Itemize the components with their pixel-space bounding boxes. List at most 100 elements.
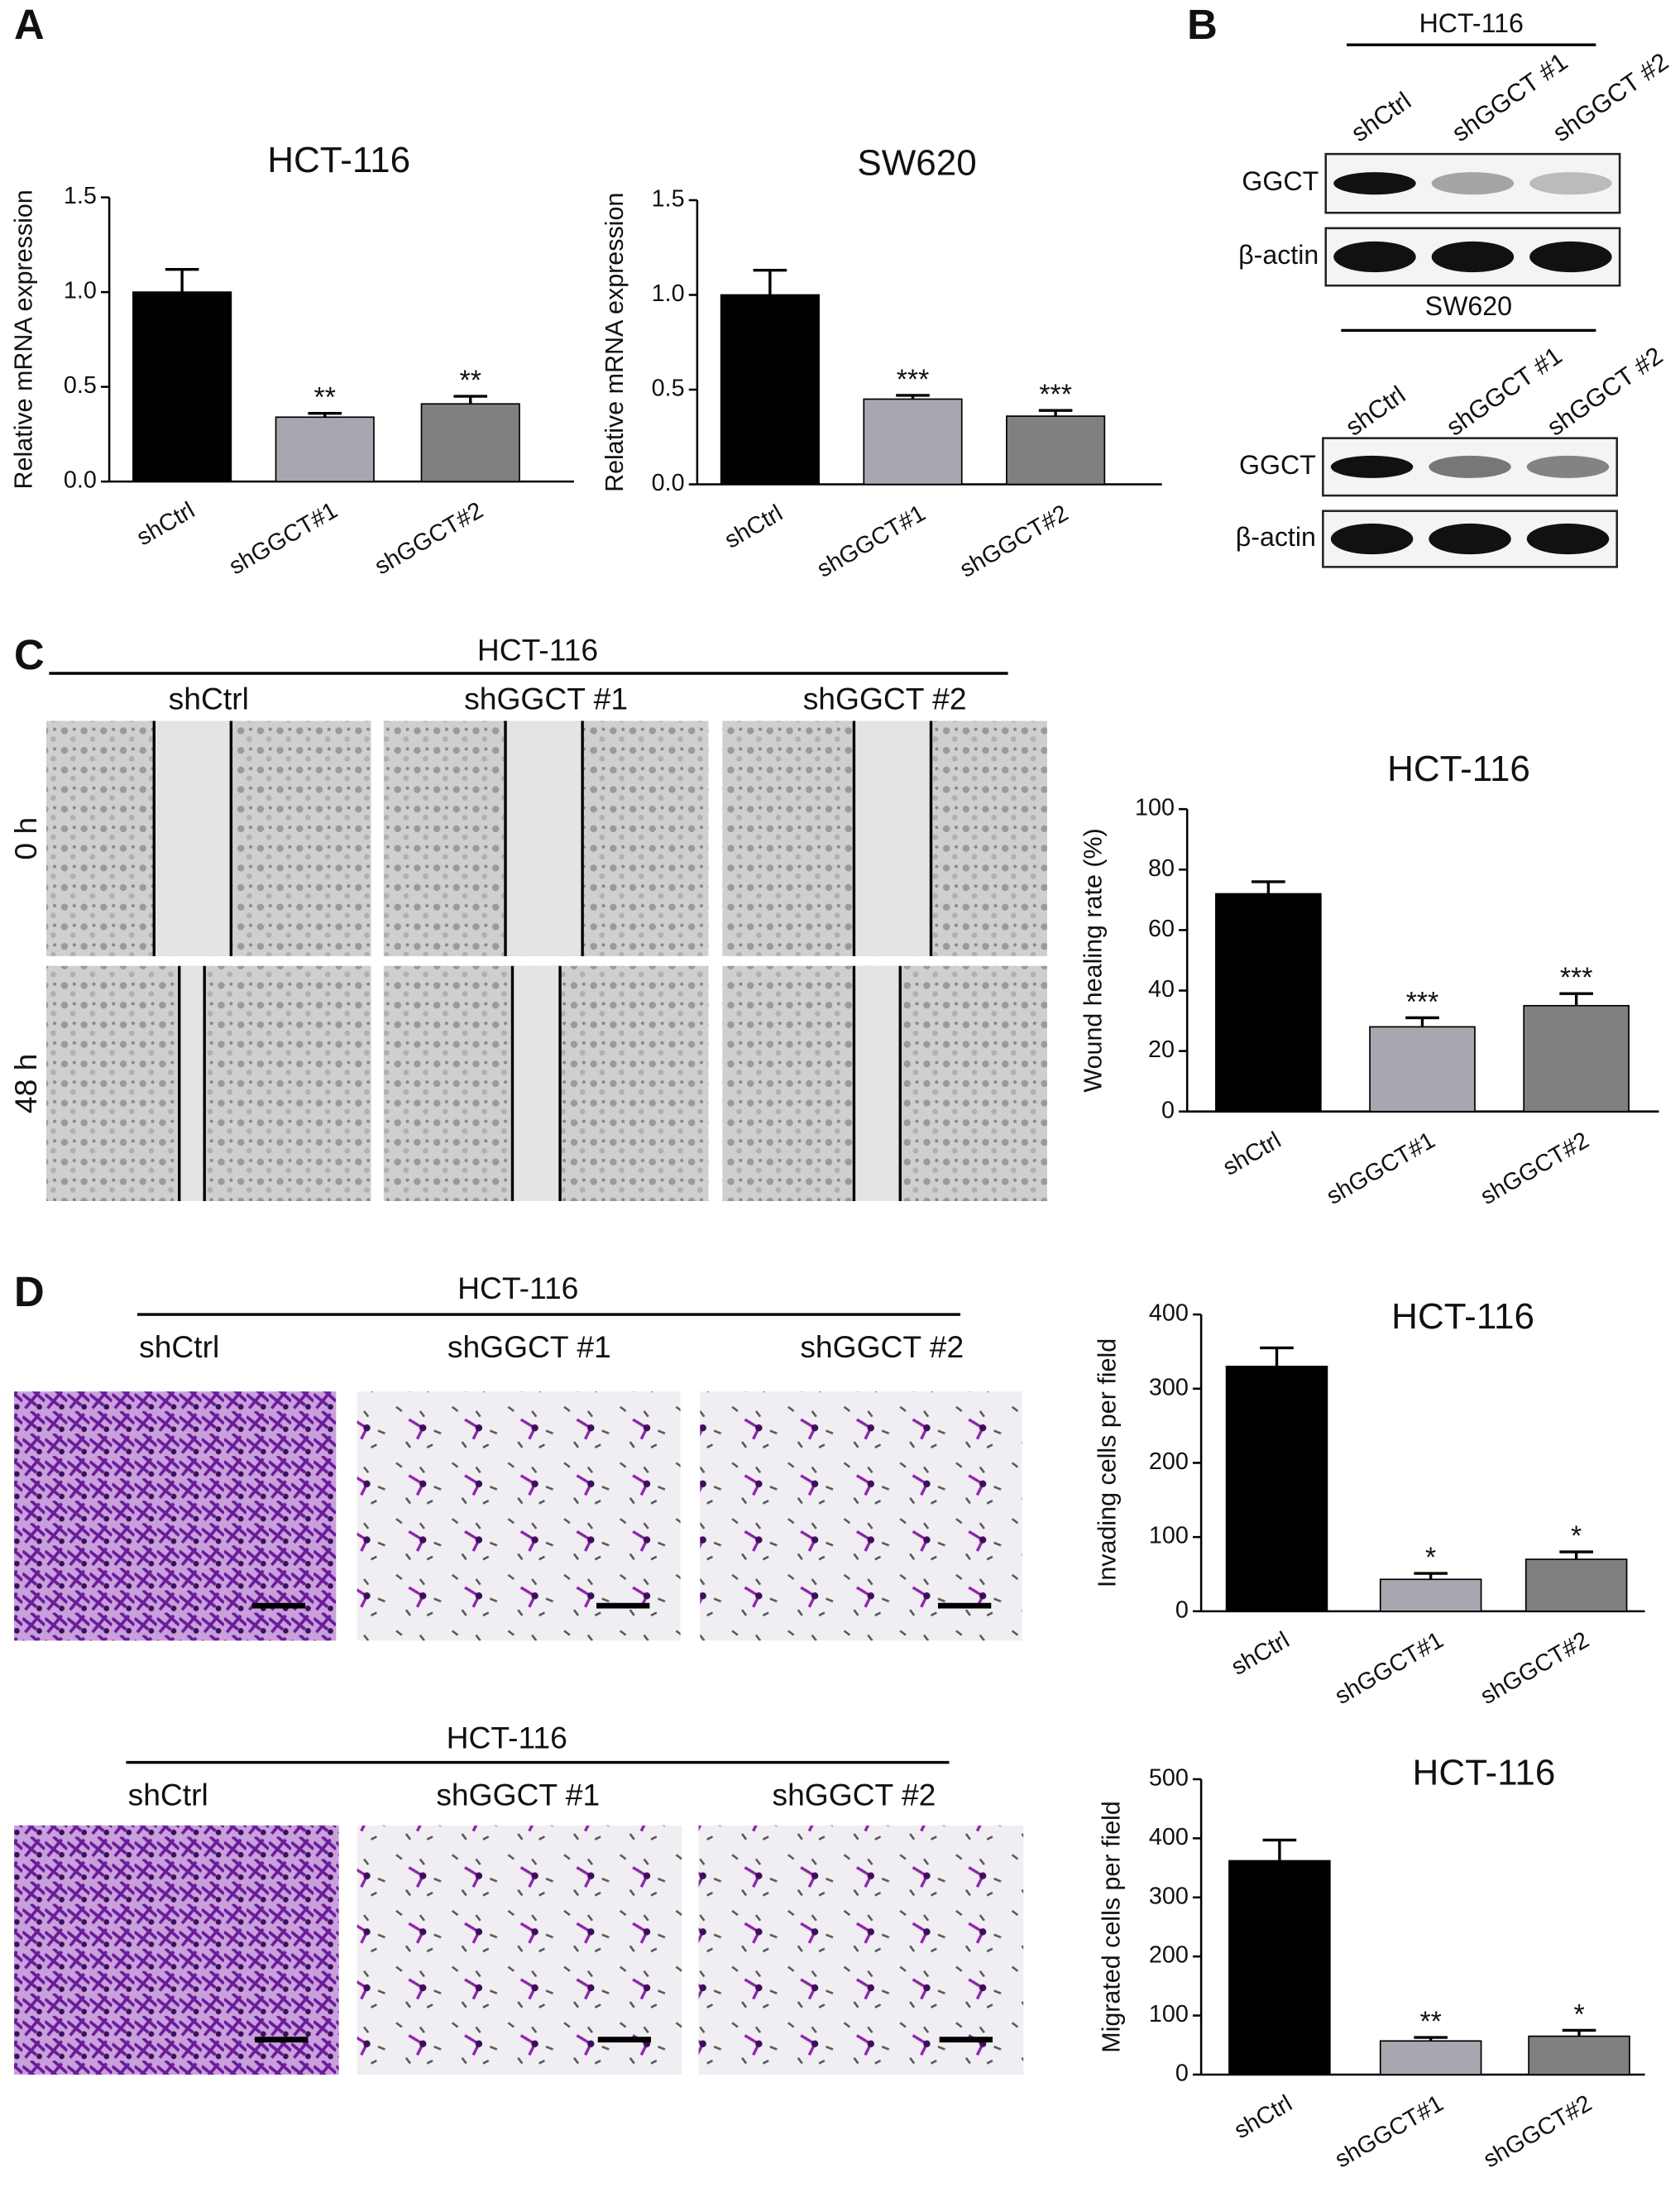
bar <box>863 398 963 486</box>
y-tick-label: 100 <box>1149 1523 1189 1549</box>
transwell-assay: HCT-116 shCtrl shGGCT #1 shGGCT #2 HCT-116 sh… <box>14 1271 1024 2075</box>
blot-box <box>1324 152 1621 214</box>
y-tick-label: 0 <box>1175 2061 1189 2087</box>
x-tick-label: shCtrl <box>1218 1127 1285 1180</box>
error-bar <box>308 412 342 418</box>
y-tick-label: 60 <box>1148 916 1175 942</box>
panel-label: C <box>14 631 45 678</box>
chart-title: HCT-116 <box>1413 1752 1556 1793</box>
bar <box>1528 2035 1630 2075</box>
wound-assay: HCT-116 shCtrl shGGCT #1 shGGCT #2 0 h 48 h <box>8 632 1047 1201</box>
micrograph <box>698 1825 1024 2075</box>
column-label: shGGCT #2 <box>803 682 967 716</box>
error-bar <box>1038 409 1073 417</box>
band <box>1526 523 1610 555</box>
y-axis-label: Relative mRNA expression <box>10 189 38 489</box>
band-label: β-actin <box>1238 240 1319 270</box>
micrograph <box>357 1391 681 1641</box>
significance: ** <box>314 382 336 414</box>
y-tick-label: 1.5 <box>64 183 97 209</box>
bar <box>1215 893 1322 1113</box>
significance: *** <box>1560 962 1593 993</box>
significance: * <box>1571 1520 1582 1552</box>
band <box>1431 172 1515 195</box>
bar <box>1225 1366 1328 1612</box>
y-axis-label: Relative mRNA expression <box>601 193 629 492</box>
error-bar <box>453 395 488 404</box>
band-label: GGCT <box>1239 450 1316 480</box>
band <box>1429 523 1511 555</box>
micrograph <box>14 1391 337 1641</box>
y-tick-label: 400 <box>1149 1300 1189 1327</box>
significance: ** <box>1419 2006 1441 2037</box>
y-tick-label: 0.5 <box>652 376 685 402</box>
panel-label: A <box>14 1 45 48</box>
significance: *** <box>1406 986 1438 1017</box>
band <box>1526 455 1610 478</box>
column-label: shGGCT #2 <box>772 1778 936 1812</box>
bar <box>1228 1860 1331 2075</box>
y-tick-label: 1.0 <box>652 280 685 307</box>
x-tick-label: shGGCT#1 <box>812 500 930 582</box>
blot-title: HCT-116 <box>1419 8 1524 38</box>
band <box>1330 523 1414 555</box>
y-tick-label: 100 <box>1149 2001 1189 2027</box>
x-tick-label: shCtrl <box>1227 1627 1294 1681</box>
y-tick-label: 0 <box>1161 1097 1175 1123</box>
wound-gap <box>505 720 583 956</box>
bar <box>275 416 375 482</box>
significance: * <box>1425 1542 1436 1573</box>
error-bar <box>896 394 930 400</box>
band <box>1529 241 1612 273</box>
lane-label: shCtrl <box>1346 87 1416 147</box>
x-tick-label: shGGCT#2 <box>371 497 488 580</box>
y-tick-label: 200 <box>1149 1942 1189 1969</box>
micrograph <box>45 965 371 1201</box>
chart-title: HCT-116 <box>1387 749 1530 789</box>
error-bar <box>1414 2036 1448 2042</box>
column-label: shGGCT #1 <box>448 1329 611 1364</box>
error-bar <box>1414 1572 1448 1580</box>
micrograph <box>357 1825 682 2075</box>
band <box>1330 455 1414 478</box>
error-bar <box>1559 1550 1593 1560</box>
chart-title: SW620 <box>857 142 976 183</box>
x-tick-label: shGGCT#2 <box>955 500 1073 582</box>
band <box>1333 241 1416 273</box>
wound-gap <box>854 965 901 1201</box>
y-axis-label: Migrated cells per field <box>1098 1801 1126 2053</box>
column-label: shGGCT #1 <box>464 682 628 716</box>
error-bar <box>1252 880 1285 894</box>
x-tick-label: shGGCT#2 <box>1477 1127 1594 1209</box>
error-bar <box>1562 2028 1596 2037</box>
bar <box>1524 1558 1628 1612</box>
significance: * <box>1573 1999 1584 2030</box>
significance: *** <box>1039 379 1072 410</box>
bar <box>420 403 520 483</box>
chart-title: HCT-116 <box>267 140 410 180</box>
column-label: shCtrl <box>128 1778 208 1812</box>
significance: *** <box>897 364 929 395</box>
y-axis-label: Wound healing rate (%) <box>1079 828 1108 1092</box>
row-label: 48 h <box>8 1054 43 1113</box>
bar <box>1006 415 1106 486</box>
panel-label: D <box>14 1268 45 1315</box>
y-tick-label: 1.0 <box>64 278 97 304</box>
column-label: shGGCT #1 <box>436 1778 600 1812</box>
y-tick-label: 300 <box>1149 1883 1189 1909</box>
y-tick-label: 0 <box>1175 1596 1189 1623</box>
row-label: 0 h <box>8 817 43 860</box>
y-tick-label: 400 <box>1149 1824 1189 1850</box>
x-tick-label: shGGCT#2 <box>1477 1627 1594 1710</box>
y-tick-label: 500 <box>1149 1765 1189 1792</box>
assay-title: HCT-116 <box>447 1720 567 1754</box>
lane-label: shCtrl <box>1341 381 1411 441</box>
y-tick-label: 20 <box>1148 1036 1175 1063</box>
x-tick-label: shCtrl <box>720 500 787 553</box>
x-tick-label: shCtrl <box>1230 2090 1297 2144</box>
error-bar <box>1559 992 1593 1006</box>
bar <box>720 294 820 486</box>
x-tick-label: shCtrl <box>132 497 199 551</box>
y-tick-label: 0.5 <box>64 372 97 399</box>
